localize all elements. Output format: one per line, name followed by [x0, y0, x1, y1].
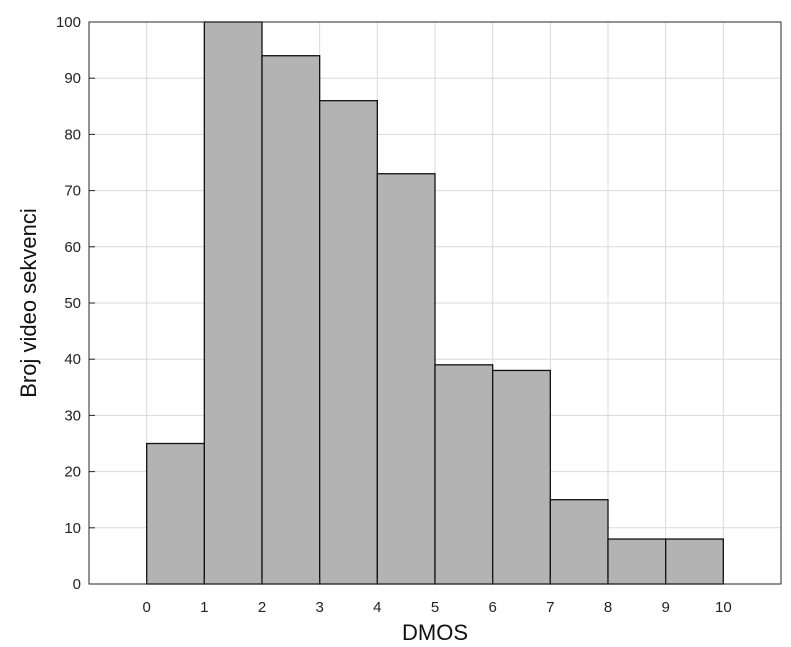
x-tick-label: 10	[715, 599, 732, 616]
y-tick-label: 20	[64, 464, 81, 481]
y-tick-label: 40	[64, 351, 81, 368]
histogram-bar	[319, 100, 378, 585]
y-tick-label: 80	[64, 126, 81, 143]
y-tick-label: 10	[64, 520, 81, 537]
histogram-bar	[261, 55, 321, 585]
y-axis-ticks: 0 10 20 30 40 50 60 70 80 90 100	[56, 14, 95, 593]
x-axis-title: DMOS	[402, 620, 468, 645]
histogram-bar	[665, 538, 724, 585]
x-tick-label: 9	[661, 599, 669, 616]
y-tick-label: 50	[64, 295, 81, 312]
y-tick-label: 70	[64, 183, 81, 200]
x-tick-label: 4	[373, 599, 381, 616]
x-tick-label: 5	[431, 599, 439, 616]
y-tick-label: 60	[64, 239, 81, 256]
y-tick-label: 30	[64, 407, 81, 424]
x-tick-label: 2	[258, 599, 266, 616]
y-tick-label: 0	[73, 576, 81, 593]
x-tick-label: 0	[142, 599, 150, 616]
x-axis-ticks: 0 1 2 3 4 5 6 7 8 9 10	[142, 578, 732, 616]
y-tick-label: 100	[56, 14, 81, 31]
x-tick-label: 1	[200, 599, 208, 616]
y-tick-label: 90	[64, 70, 81, 87]
x-tick-label: 3	[315, 599, 323, 616]
histogram-bar	[203, 21, 263, 585]
y-axis-title: Broj video sekvenci	[16, 208, 41, 398]
x-tick-label: 7	[546, 599, 554, 616]
bars	[146, 21, 724, 585]
x-tick-label: 6	[488, 599, 496, 616]
histogram-bar	[146, 442, 205, 585]
histogram-bar	[607, 538, 667, 585]
x-tick-label: 8	[604, 599, 612, 616]
histogram-bar	[376, 173, 436, 585]
histogram-bar	[492, 369, 551, 585]
histogram-bar	[549, 499, 609, 585]
histogram-bar	[434, 364, 494, 585]
